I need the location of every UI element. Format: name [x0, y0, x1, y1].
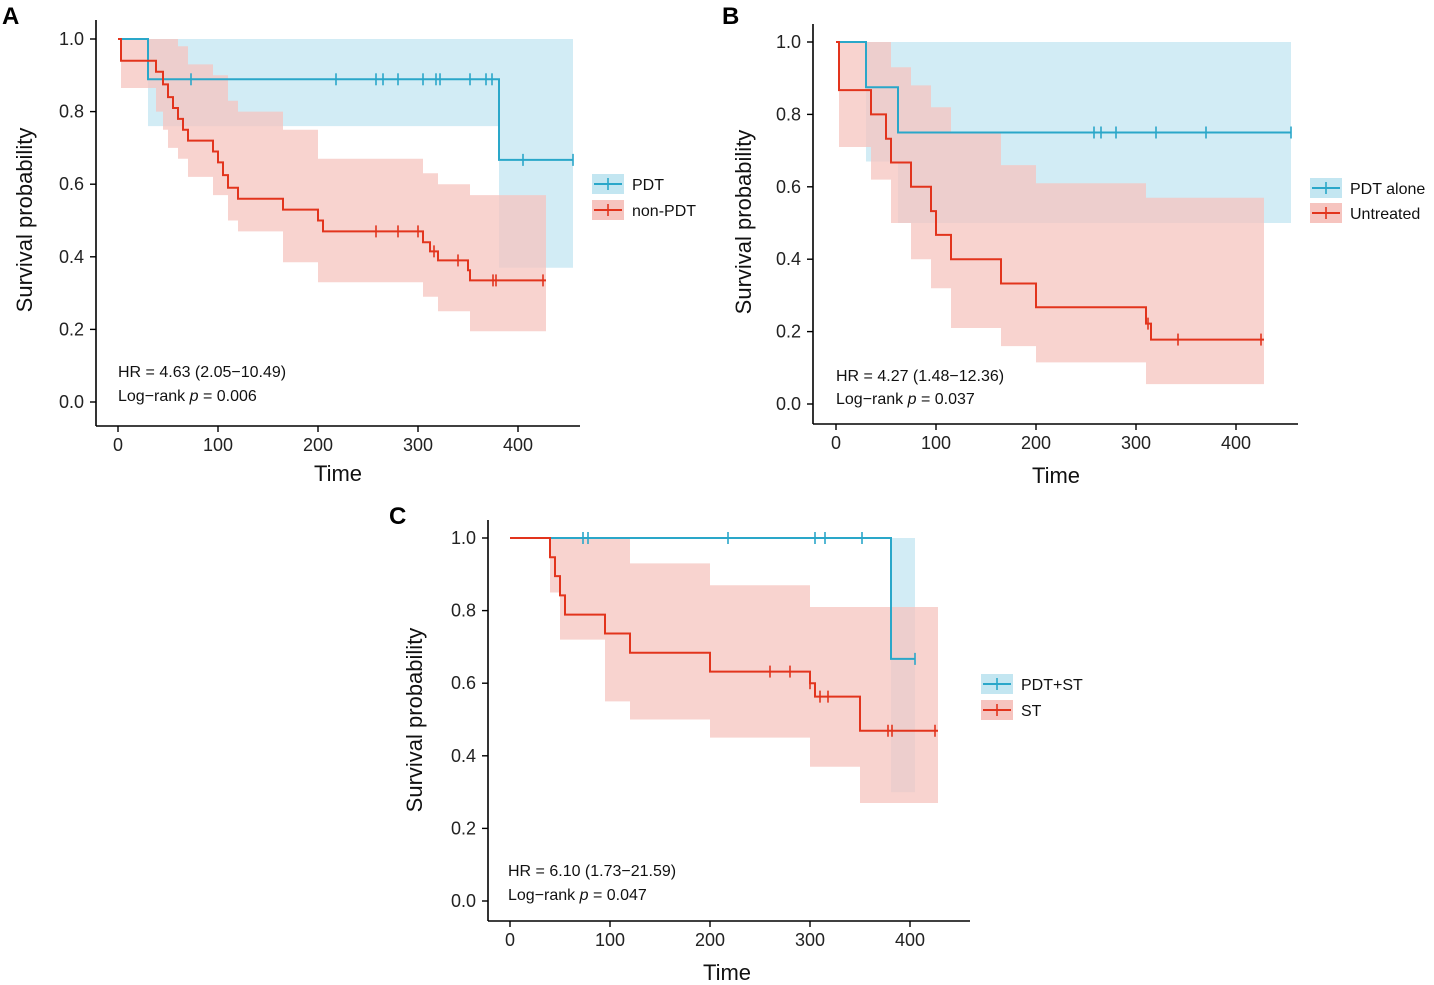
x-axis-title: Time: [703, 960, 751, 985]
p-value: = 0.047: [589, 887, 647, 904]
legend-label: PDT: [632, 177, 664, 194]
y-axis-title: Survival probability: [731, 130, 756, 315]
survival-curve-non-pdt: [118, 38, 546, 282]
x-tick-label: 100: [595, 930, 625, 950]
y-tick-label: 0.4: [776, 249, 801, 269]
y-axis-title: Survival probability: [402, 628, 427, 813]
y-tick-label: 0.2: [776, 322, 801, 342]
panel-c: C 0.0 0.2 0.4 0.6 0.8 1.0 0 100 200 300 400 Time Surv…: [389, 503, 1083, 985]
legend-item-non-pdt: non-PDT: [592, 200, 696, 220]
y-tick-label: 1.0: [451, 528, 476, 548]
x-tick-label: 200: [695, 930, 725, 950]
logrank-prefix: Log−rank: [836, 391, 908, 408]
survival-curve-untreated: [836, 41, 1264, 341]
p-symbol: p: [907, 391, 917, 408]
y-tick-label: 0.8: [59, 102, 84, 122]
legend-label: non-PDT: [632, 203, 696, 220]
p-value: = 0.006: [199, 388, 257, 405]
hazard-ratio-label: HR = 4.27 (1.48−12.36): [836, 368, 1004, 385]
y-tick-label: 0.0: [59, 392, 84, 412]
logrank-prefix: Log−rank: [118, 388, 190, 405]
y-tick-label: 1.0: [59, 29, 84, 49]
legend-item-pdt-alone: PDT alone: [1310, 178, 1425, 198]
x-tick-label: 200: [303, 435, 333, 455]
logrank-p-label: Log−rank p = 0.047: [508, 887, 647, 904]
x-axis-title: Time: [1032, 463, 1080, 488]
y-tick-label: 0.8: [776, 104, 801, 124]
ci-band-pdt: [118, 39, 573, 268]
legend-label: ST: [1021, 703, 1042, 720]
legend-item-pdt-st: PDT+ST: [981, 674, 1083, 694]
p-value: = 0.037: [917, 391, 975, 408]
y-tick-label: 0.0: [776, 394, 801, 414]
y-tick-label: 0.4: [59, 247, 84, 267]
x-tick-label: 200: [1021, 433, 1051, 453]
y-tick-label: 0.2: [59, 319, 84, 339]
y-tick-label: 0.6: [59, 174, 84, 194]
x-tick-label: 300: [1121, 433, 1151, 453]
panel-a: A 0.0 0.2 0.4 0.6 0.8 1.0 0 100 200 300 400 Time Surv…: [2, 3, 696, 486]
ci-band-untreated: [836, 42, 1264, 385]
y-tick-label: 0.6: [451, 673, 476, 693]
x-tick-label: 400: [895, 930, 925, 950]
ci-band-st: [510, 538, 938, 803]
logrank-p-label: Log−rank p = 0.006: [118, 388, 257, 405]
panel-letter: C: [389, 503, 406, 530]
x-axis-title: Time: [314, 461, 362, 486]
x-tick-label: 0: [831, 433, 841, 453]
survival-curve-pdt-st: [510, 537, 915, 660]
logrank-prefix: Log−rank: [508, 887, 580, 904]
y-tick-label: 0.2: [451, 818, 476, 838]
y-tick-label: 1.0: [776, 32, 801, 52]
survival-curve-pdt-alone: [836, 41, 1291, 134]
logrank-p-label: Log−rank p = 0.037: [836, 391, 975, 408]
legend-label: PDT+ST: [1021, 677, 1083, 694]
legend-label: PDT alone: [1350, 181, 1425, 198]
legend-item-st: ST: [981, 700, 1042, 720]
x-tick-label: 400: [503, 435, 533, 455]
panel-letter: A: [2, 3, 19, 30]
legend-item-untreated: Untreated: [1310, 203, 1420, 223]
legend-label: Untreated: [1350, 206, 1420, 223]
x-tick-label: 400: [1221, 433, 1251, 453]
hazard-ratio-label: HR = 6.10 (1.73−21.59): [508, 863, 676, 880]
y-tick-label: 0.0: [451, 891, 476, 911]
hazard-ratio-label: HR = 4.63 (2.05−10.49): [118, 364, 286, 381]
x-tick-label: 100: [203, 435, 233, 455]
panel-b: B 0.0 0.2 0.4 0.6 0.8 1.0 0 100 200 300 400 Time Surv…: [722, 3, 1425, 488]
y-tick-label: 0.6: [776, 177, 801, 197]
x-tick-label: 300: [795, 930, 825, 950]
survival-curve-st: [510, 537, 938, 732]
p-symbol: p: [189, 388, 199, 405]
y-axis-title: Survival probability: [12, 128, 37, 313]
y-tick-label: 0.8: [451, 601, 476, 621]
legend-item-pdt: PDT: [592, 174, 664, 194]
y-tick-label: 0.4: [451, 746, 476, 766]
survival-curve-pdt: [118, 38, 573, 161]
p-symbol: p: [579, 887, 589, 904]
x-tick-label: 0: [113, 435, 123, 455]
x-tick-label: 300: [403, 435, 433, 455]
x-tick-label: 0: [505, 930, 515, 950]
panel-letter: B: [722, 3, 739, 30]
x-tick-label: 100: [921, 433, 951, 453]
